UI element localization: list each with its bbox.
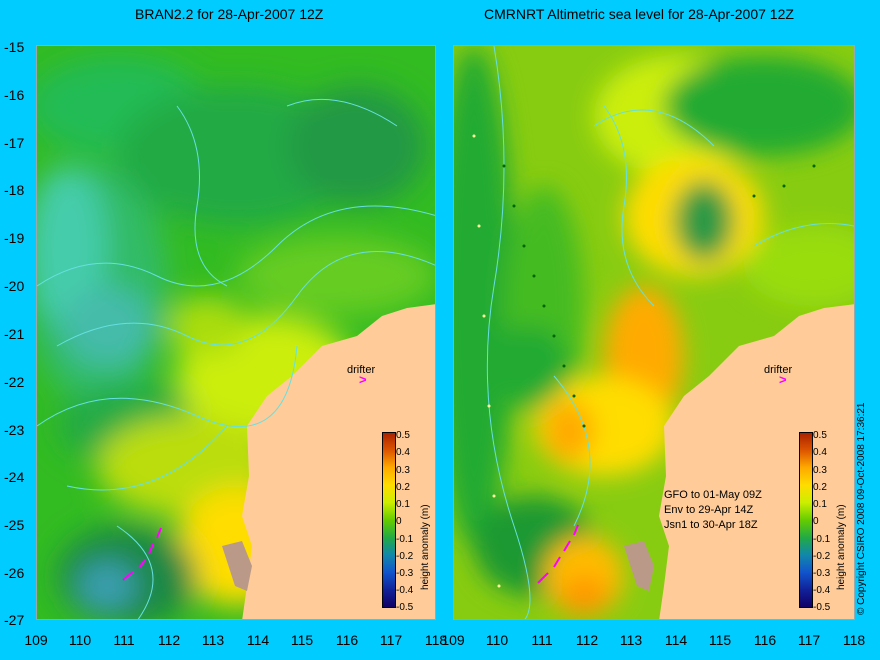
drifter-track-icon (537, 524, 579, 584)
x-tick-label: 111 (113, 632, 135, 648)
x-tick-label: 115 (708, 632, 732, 648)
colorbar-tick-label: 0.2 (396, 482, 410, 493)
drifter-label: drifter (347, 364, 376, 376)
y-tick-label: -17 (4, 135, 25, 151)
colorbar-tick-label: -0.3 (813, 568, 831, 579)
colorbar-tick-label: -0.2 (813, 551, 831, 562)
satellite-line-jsn1: Jsn1 to 30-Apr 18Z (664, 519, 758, 531)
left-map-canvas (37, 46, 435, 619)
colorbar-tick-label: 0 (396, 516, 402, 527)
right-panel-title: CMRNRT Altimetric sea level for 28-Apr-2… (484, 6, 794, 22)
colorbar-tick-label: 0.5 (396, 430, 410, 441)
x-tick-label: 117 (379, 632, 403, 648)
x-tick-label: 114 (664, 632, 688, 648)
y-tick-label: -27 (4, 612, 25, 628)
drifter-label: drifter (764, 364, 793, 376)
y-tick-label: -24 (4, 469, 25, 485)
x-tick-label: 117 (797, 632, 821, 648)
colorbar-axis-label: height anomaly (m) (836, 504, 847, 590)
colorbar-tick-label: 0.3 (396, 465, 410, 476)
left-colorbar (382, 432, 396, 608)
colorbar-tick-label: 0.3 (813, 465, 827, 476)
left-map-panel[interactable]: drifter > (36, 45, 436, 620)
satellite-line-gfo: GFO to 01-May 09Z (664, 489, 762, 501)
x-tick-label: 113 (201, 632, 225, 648)
colorbar-tick-label: -0.5 (813, 602, 831, 613)
x-tick-label: 116 (753, 632, 777, 648)
satellite-line-env: Env to 29-Apr 14Z (664, 504, 754, 516)
y-tick-label: -16 (4, 87, 25, 103)
x-tick-label: 112 (157, 632, 181, 648)
left-panel-title: BRAN2.2 for 28-Apr-2007 12Z (135, 6, 324, 22)
colorbar-tick-label: 0.2 (813, 482, 827, 493)
colorbar-tick-label: 0.1 (813, 499, 827, 510)
x-tick-label: 116 (335, 632, 359, 648)
colorbar-tick-label: 0.5 (813, 430, 827, 441)
copyright-timestamp: © Copyright CSIRO 2008 09-Oct-2008 17:36… (856, 402, 867, 616)
colorbar-tick-label: -0.2 (396, 551, 414, 562)
x-tick-label: 118 (842, 632, 866, 648)
colorbar-tick-label: -0.4 (813, 585, 831, 596)
drifter-track-icon (122, 527, 162, 581)
y-tick-label: -22 (4, 374, 25, 390)
colorbar-tick-label: -0.1 (813, 534, 831, 545)
y-tick-label: -15 (4, 39, 25, 55)
y-tick-label: -20 (4, 278, 25, 294)
colorbar-tick-label: -0.4 (396, 585, 414, 596)
x-tick-label: 110 (68, 632, 92, 648)
drifter-arrow-icon: > (359, 372, 367, 387)
right-map-canvas (454, 46, 854, 619)
right-colorbar (799, 432, 813, 608)
x-tick-label: 110 (485, 632, 509, 648)
colorbar-tick-label: -0.3 (396, 568, 414, 579)
colorbar-tick-label: 0.4 (813, 447, 827, 458)
x-tick-label: 115 (290, 632, 314, 648)
right-colorbar-gradient (799, 432, 813, 608)
drifter-arrow-icon: > (779, 372, 787, 387)
x-tick-label: 114 (246, 632, 270, 648)
colorbar-axis-label: height anomaly (m) (420, 504, 431, 590)
x-tick-label: 109 (24, 632, 48, 648)
colorbar-tick-label: -0.1 (396, 534, 414, 545)
y-tick-label: -18 (4, 182, 25, 198)
y-tick-label: -25 (4, 517, 25, 533)
y-tick-label: -23 (4, 422, 25, 438)
left-colorbar-gradient (382, 432, 396, 608)
x-tick-label: 113 (619, 632, 643, 648)
x-tick-label: 111 (531, 632, 553, 648)
x-tick-label: 112 (575, 632, 599, 648)
y-tick-label: -19 (4, 230, 25, 246)
colorbar-tick-label: 0 (813, 516, 819, 527)
x-tick-label: 118 (424, 632, 448, 648)
satellite-coverage-text: GFO to 01-May 09Z Env to 29-Apr 14Z Jsn1… (664, 488, 762, 533)
y-tick-label: -21 (4, 326, 25, 342)
x-tick-label: 109 (441, 632, 465, 648)
colorbar-tick-label: 0.4 (396, 447, 410, 458)
colorbar-tick-label: 0.1 (396, 499, 410, 510)
y-tick-label: -26 (4, 565, 25, 581)
colorbar-tick-label: -0.5 (396, 602, 414, 613)
right-map-panel[interactable]: drifter > GFO to 01-May 09Z Env to 29-Ap… (453, 45, 855, 620)
